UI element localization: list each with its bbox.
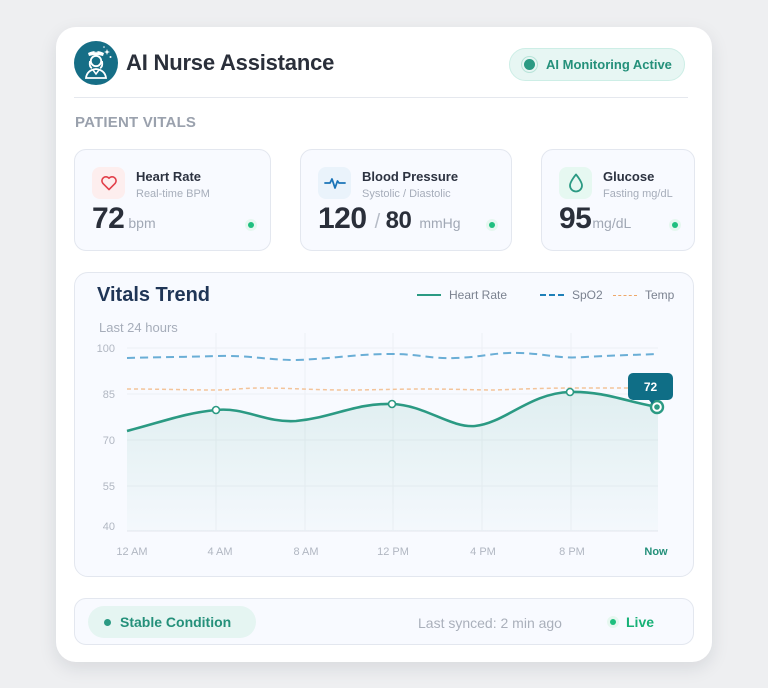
vital-name: Blood Pressure bbox=[362, 169, 459, 184]
legend-item-temp[interactable]: Temp bbox=[613, 288, 674, 302]
current-value-tooltip: 72 bbox=[628, 373, 673, 404]
section-label: PATIENT VITALS bbox=[75, 114, 197, 131]
ai-monitoring-status-badge[interactable]: AI Monitoring Active bbox=[509, 48, 685, 81]
legend-item-heart-rate[interactable]: Heart Rate bbox=[417, 288, 507, 302]
svg-text:55: 55 bbox=[103, 481, 115, 493]
heart-icon bbox=[92, 167, 125, 199]
systolic-value: 120 bbox=[318, 202, 367, 235]
vital-card-glucose[interactable]: Glucose Fasting mg/dL 95mg/dL bbox=[541, 149, 695, 251]
heart-rate-markers bbox=[211, 387, 665, 415]
svg-text:Now: Now bbox=[644, 546, 668, 558]
svg-text:40: 40 bbox=[103, 521, 115, 533]
header: AI Nurse Assistance AI Monitoring Active bbox=[74, 41, 688, 85]
condition-label: Stable Condition bbox=[120, 614, 232, 630]
divider bbox=[74, 97, 688, 98]
heart-rate-area bbox=[127, 391, 658, 531]
legend-label: Heart Rate bbox=[449, 288, 508, 302]
vital-name: Heart Rate bbox=[136, 169, 202, 184]
vitals-trend-panel: Vitals Trend Last 24 hours Heart Rate Sp… bbox=[74, 272, 694, 577]
vital-unit: mmHg bbox=[419, 215, 461, 231]
dotted-line-icon bbox=[613, 294, 637, 296]
svg-text:4 PM: 4 PM bbox=[470, 546, 496, 558]
vitals-line-chart[interactable]: 100 85 70 55 40 12 AM 4 AM 8 AM 12 PM 4 … bbox=[75, 273, 695, 578]
x-axis-labels: 12 AM 4 AM 8 AM 12 PM 4 PM 8 PM Now bbox=[116, 546, 668, 558]
live-indicator[interactable]: Live bbox=[610, 614, 654, 630]
vital-card-blood-pressure[interactable]: Blood Pressure Systolic / Diastolic 120 /… bbox=[300, 149, 512, 251]
svg-text:4 AM: 4 AM bbox=[207, 546, 232, 558]
dashed-line-icon bbox=[540, 294, 564, 296]
status-label: AI Monitoring Active bbox=[546, 57, 672, 72]
svg-text:12 AM: 12 AM bbox=[116, 546, 147, 558]
svg-text:8 PM: 8 PM bbox=[559, 546, 585, 558]
app-title: AI Nurse Assistance bbox=[126, 50, 335, 75]
legend-label: Temp bbox=[645, 288, 675, 302]
diastolic-value: 80 bbox=[385, 207, 412, 234]
vital-name: Glucose bbox=[603, 169, 655, 184]
vital-card-heart-rate[interactable]: Heart Rate Real-time BPM 72 bpm bbox=[74, 149, 271, 251]
live-indicator-icon bbox=[672, 222, 678, 228]
glucose-value: 95 bbox=[559, 202, 592, 235]
vital-value: 120 /80 mmHg bbox=[318, 202, 461, 236]
legend-item-spo2[interactable]: SpO2 bbox=[540, 288, 603, 302]
vital-unit: mg/dL bbox=[592, 215, 632, 231]
condition-badge[interactable]: Stable Condition bbox=[88, 606, 256, 638]
vital-subtitle: Fasting mg/dL bbox=[603, 188, 673, 200]
live-label: Live bbox=[626, 614, 655, 630]
svg-text:85: 85 bbox=[103, 389, 115, 401]
status-dot-icon bbox=[524, 59, 535, 70]
condition-dot-icon bbox=[104, 618, 111, 626]
svg-text:8 AM: 8 AM bbox=[293, 546, 318, 558]
svg-text:12 PM: 12 PM bbox=[377, 546, 409, 558]
y-axis-labels: 100 85 70 55 40 bbox=[97, 343, 115, 533]
spo2-line bbox=[126, 351, 659, 362]
pulse-icon bbox=[318, 167, 351, 199]
value-separator: / bbox=[374, 211, 381, 233]
vital-value: 72 bpm bbox=[92, 202, 156, 236]
vital-subtitle: Real-time BPM bbox=[136, 188, 210, 200]
svg-text:72: 72 bbox=[644, 380, 658, 394]
live-dot-icon bbox=[610, 619, 616, 625]
heart-rate-value: 72 bbox=[92, 202, 125, 235]
last-synced-text: Last synced: 2 min ago bbox=[418, 615, 562, 631]
droplet-icon bbox=[559, 167, 592, 199]
live-indicator-icon bbox=[248, 222, 254, 228]
trend-subtitle: Last 24 hours bbox=[99, 320, 178, 335]
svg-text:70: 70 bbox=[103, 435, 115, 447]
trend-title: Vitals Trend bbox=[97, 284, 211, 306]
vital-value: 95mg/dL bbox=[559, 202, 631, 236]
vital-unit: bpm bbox=[128, 215, 156, 231]
nurse-icon bbox=[74, 41, 118, 85]
status-footer: Stable Condition Last synced: 2 min ago … bbox=[74, 598, 694, 645]
ai-nurse-card: AI Nurse Assistance AI Monitoring Active… bbox=[56, 27, 712, 662]
solid-line-icon bbox=[417, 294, 441, 296]
vital-subtitle: Systolic / Diastolic bbox=[362, 188, 451, 200]
svg-text:100: 100 bbox=[97, 343, 115, 355]
legend-label: SpO2 bbox=[572, 288, 603, 302]
live-indicator-icon bbox=[489, 222, 495, 228]
